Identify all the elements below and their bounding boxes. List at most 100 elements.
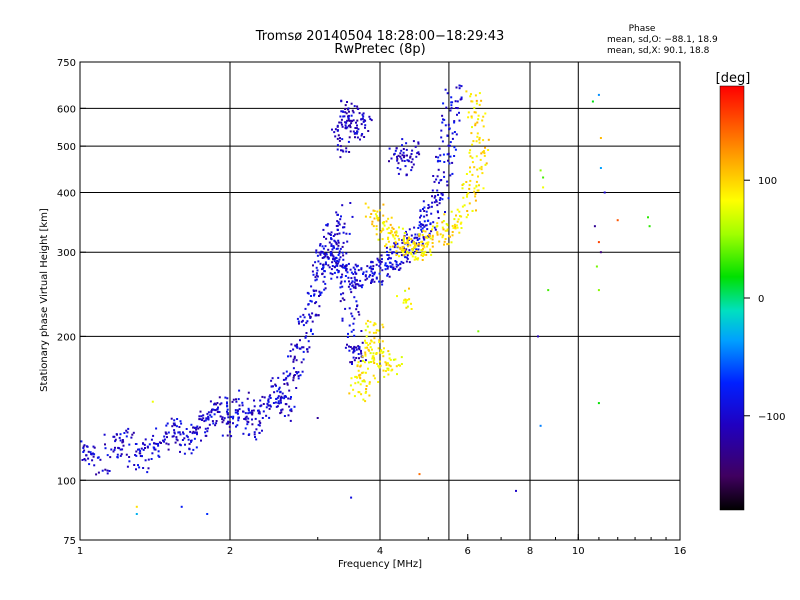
data-point — [414, 250, 416, 253]
data-point — [114, 446, 116, 449]
data-point — [92, 452, 94, 455]
data-point — [394, 358, 397, 361]
data-point — [346, 119, 349, 122]
data-point — [382, 326, 385, 329]
data-point — [373, 271, 376, 274]
data-point — [480, 152, 483, 155]
data-point — [475, 99, 478, 102]
data-point — [215, 403, 218, 406]
data-point — [432, 221, 435, 224]
data-point — [325, 253, 328, 256]
data-point — [378, 339, 381, 342]
data-point — [196, 425, 199, 428]
data-point — [248, 433, 251, 436]
data-point — [392, 358, 395, 361]
data-point — [599, 167, 602, 169]
data-point — [171, 425, 174, 428]
data-point — [371, 278, 374, 281]
data-point — [482, 115, 485, 118]
data-point — [443, 118, 446, 121]
data-point — [190, 452, 193, 455]
data-point — [118, 447, 121, 450]
data-point — [376, 363, 379, 365]
data-point — [456, 226, 459, 229]
data-point — [275, 384, 277, 387]
data-point — [351, 347, 354, 350]
data-point — [269, 404, 272, 407]
data-point — [431, 245, 434, 248]
data-point — [181, 439, 184, 441]
data-point — [410, 238, 413, 241]
data-point — [355, 127, 358, 130]
data-point — [344, 265, 347, 267]
data-point — [344, 307, 347, 310]
data-point — [397, 364, 400, 367]
data-point — [484, 112, 487, 115]
data-point — [399, 247, 402, 250]
data-point — [320, 250, 323, 253]
data-point — [364, 126, 366, 129]
data-point — [387, 350, 390, 353]
data-point — [394, 260, 397, 262]
data-point — [232, 422, 234, 425]
data-point — [420, 223, 422, 226]
data-point — [339, 145, 342, 148]
data-point — [364, 346, 367, 349]
data-point — [226, 402, 228, 405]
data-point — [376, 257, 379, 260]
data-point — [289, 397, 292, 400]
data-point — [364, 329, 367, 332]
data-point — [350, 281, 353, 284]
data-point — [362, 273, 364, 275]
data-point — [269, 397, 272, 399]
data-point — [459, 98, 462, 101]
data-point — [406, 250, 408, 253]
data-point — [221, 418, 224, 421]
data-point — [358, 357, 360, 360]
data-point — [307, 340, 310, 343]
data-point — [310, 300, 313, 303]
data-point — [373, 362, 376, 364]
data-point — [201, 419, 203, 421]
data-point — [593, 225, 596, 228]
data-point — [437, 159, 440, 162]
data-point — [481, 119, 484, 122]
data-point — [83, 458, 86, 460]
data-point — [351, 109, 354, 112]
data-point — [268, 395, 271, 398]
data-point — [343, 298, 346, 301]
data-point — [138, 466, 141, 469]
data-point — [251, 409, 253, 412]
data-point — [189, 430, 192, 433]
data-point — [125, 453, 128, 456]
data-point — [431, 195, 433, 198]
data-point — [351, 315, 354, 318]
data-point — [344, 346, 347, 349]
data-point — [348, 232, 351, 235]
data-point — [462, 196, 465, 199]
data-point — [465, 90, 468, 93]
data-point — [411, 239, 414, 242]
data-point — [352, 347, 355, 350]
data-point — [405, 241, 408, 244]
data-point — [337, 241, 340, 244]
data-point — [399, 364, 401, 367]
data-point — [406, 154, 408, 157]
data-point — [375, 228, 378, 231]
data-point — [476, 121, 479, 124]
data-point — [451, 137, 454, 140]
data-point — [421, 249, 424, 252]
data-point — [430, 212, 433, 215]
data-point — [402, 148, 405, 150]
data-point — [340, 121, 343, 124]
data-point — [477, 114, 480, 117]
y-tick-label: 300 — [57, 248, 76, 259]
data-point — [335, 261, 337, 264]
data-point — [359, 360, 362, 362]
data-point — [392, 251, 395, 254]
data-point — [356, 130, 359, 133]
data-point — [435, 200, 438, 203]
data-point — [387, 369, 390, 371]
data-point — [350, 119, 352, 122]
data-point — [274, 383, 277, 386]
